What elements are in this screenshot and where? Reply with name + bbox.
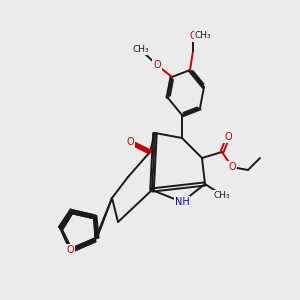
- Text: CH₃: CH₃: [133, 46, 149, 55]
- Text: NH: NH: [175, 197, 189, 207]
- Text: O: O: [66, 245, 74, 255]
- Text: O: O: [224, 132, 232, 142]
- Text: CH₃: CH₃: [214, 190, 230, 200]
- Text: O: O: [228, 162, 236, 172]
- Text: O: O: [189, 31, 197, 41]
- Text: O: O: [126, 137, 134, 147]
- Text: CH₃: CH₃: [195, 32, 211, 40]
- Text: O: O: [153, 60, 161, 70]
